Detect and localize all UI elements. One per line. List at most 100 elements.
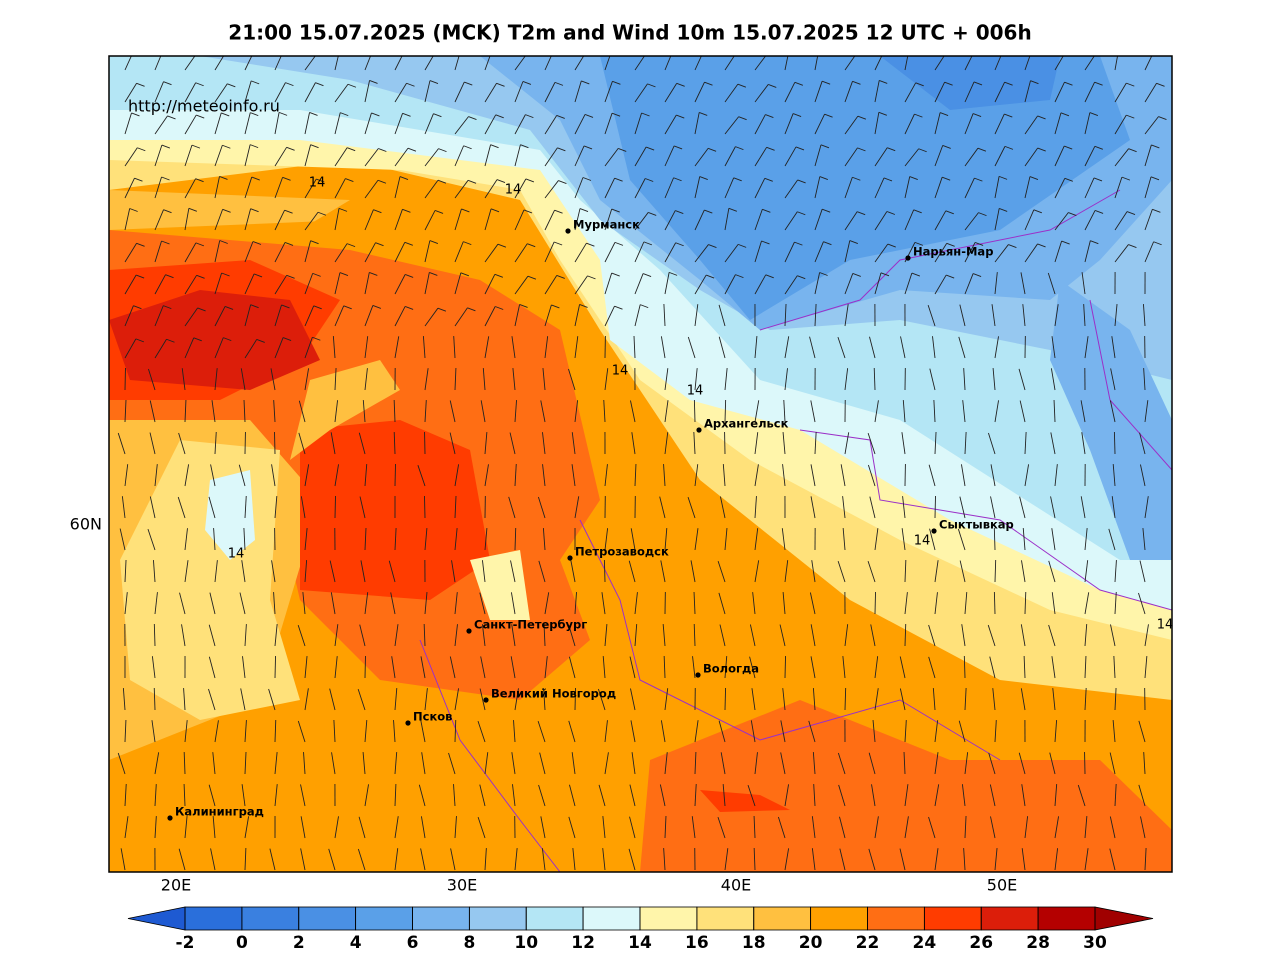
wind-barb	[994, 720, 997, 743]
wind-barb	[820, 144, 830, 149]
wind-barb	[814, 81, 823, 103]
wind-barb	[784, 211, 798, 231]
wind-barb	[768, 52, 776, 55]
wind-barb	[302, 592, 306, 615]
wind-barb	[752, 592, 756, 615]
city-label: Нарьян-Мар	[913, 245, 993, 259]
wind-barb	[542, 528, 546, 551]
wind-barb	[490, 144, 499, 149]
wind-barb	[514, 464, 517, 487]
wind-barb	[579, 304, 588, 308]
wind-barb	[964, 242, 976, 263]
wind-barb	[124, 112, 132, 135]
wind-barb	[749, 656, 756, 679]
wind-barb	[364, 528, 367, 551]
wind-barb	[334, 83, 349, 103]
wind-barb	[634, 304, 641, 327]
wind-barb	[511, 336, 516, 359]
wind-barb	[1022, 304, 1026, 327]
wind-barb	[844, 211, 858, 231]
wind-barb	[184, 144, 193, 167]
wind-barb	[117, 432, 126, 455]
wind-barb	[454, 180, 469, 199]
wind-barb	[437, 179, 447, 184]
city-dot	[695, 672, 701, 678]
wind-barb	[1094, 210, 1104, 214]
wind-barb	[477, 816, 486, 839]
wind-barb	[372, 305, 382, 309]
wind-barb	[519, 304, 528, 308]
wind-barb	[557, 147, 566, 152]
wind-barb	[904, 816, 909, 839]
wind-barb	[420, 720, 426, 743]
colorbar-tick-label: 8	[463, 933, 475, 953]
wind-barb	[163, 305, 172, 310]
wind-barb	[149, 400, 156, 423]
wind-barb	[256, 338, 265, 343]
wind-barb	[694, 176, 701, 199]
wind-barb	[484, 528, 488, 551]
wind-barb	[673, 177, 682, 182]
wind-barb	[184, 307, 198, 327]
wind-barb	[838, 784, 846, 807]
wind-barb	[844, 240, 851, 263]
wind-barb	[404, 241, 413, 246]
wind-barb	[694, 304, 699, 327]
wind-barb	[994, 336, 999, 359]
wind-barb	[513, 720, 516, 743]
wind-barb	[1084, 560, 1089, 583]
wind-barb	[994, 56, 1002, 71]
wind-barb	[179, 592, 186, 615]
wind-barb	[482, 368, 486, 391]
wind-barb	[867, 560, 876, 583]
contour-label: 14	[687, 384, 704, 399]
wind-barb	[454, 145, 465, 167]
wind-barb	[797, 179, 806, 184]
wind-barb	[191, 144, 201, 149]
wind-barb	[208, 496, 216, 519]
temperature-field	[205, 470, 255, 560]
wind-barb	[640, 304, 649, 309]
colorbar-segment	[923, 906, 982, 931]
wind-barb	[147, 529, 156, 551]
wind-barb	[334, 56, 339, 71]
wind-barb	[364, 368, 368, 391]
wind-barb	[844, 147, 858, 167]
wind-barb	[857, 211, 866, 216]
wind-barb	[300, 816, 306, 839]
wind-barb	[993, 591, 996, 615]
wind-barb	[1144, 144, 1152, 167]
city-label: Санкт-Петербург	[474, 618, 587, 632]
wind-barb	[304, 305, 315, 327]
wind-barb	[1064, 145, 1073, 150]
wind-barb	[316, 178, 325, 183]
wind-barb	[214, 432, 217, 455]
wind-barb	[393, 720, 396, 743]
wind-barb	[244, 496, 247, 519]
wind-barb	[1019, 496, 1026, 519]
wind-barb	[214, 240, 221, 263]
wind-barb	[597, 688, 606, 711]
wind-barb	[934, 274, 947, 295]
wind-barb	[989, 656, 996, 679]
wind-barb	[1054, 784, 1058, 807]
wind-barb	[424, 179, 439, 199]
wind-barb	[304, 464, 310, 487]
wind-barb	[903, 752, 906, 775]
wind-barb	[754, 56, 767, 71]
wind-barb	[134, 177, 143, 182]
wind-barb	[153, 623, 156, 647]
wind-barb	[783, 400, 786, 423]
city-dot	[466, 628, 472, 634]
wind-barb	[928, 656, 936, 679]
wind-barb	[641, 112, 650, 117]
wind-barb	[461, 49, 469, 52]
wind-barb	[928, 816, 936, 839]
wind-barb	[375, 242, 384, 247]
wind-barb	[568, 816, 576, 839]
wind-barb	[1126, 211, 1136, 216]
wind-barb	[660, 560, 666, 583]
wind-barb	[1144, 83, 1157, 103]
wind-barb	[317, 211, 327, 216]
wind-barb	[152, 560, 156, 583]
